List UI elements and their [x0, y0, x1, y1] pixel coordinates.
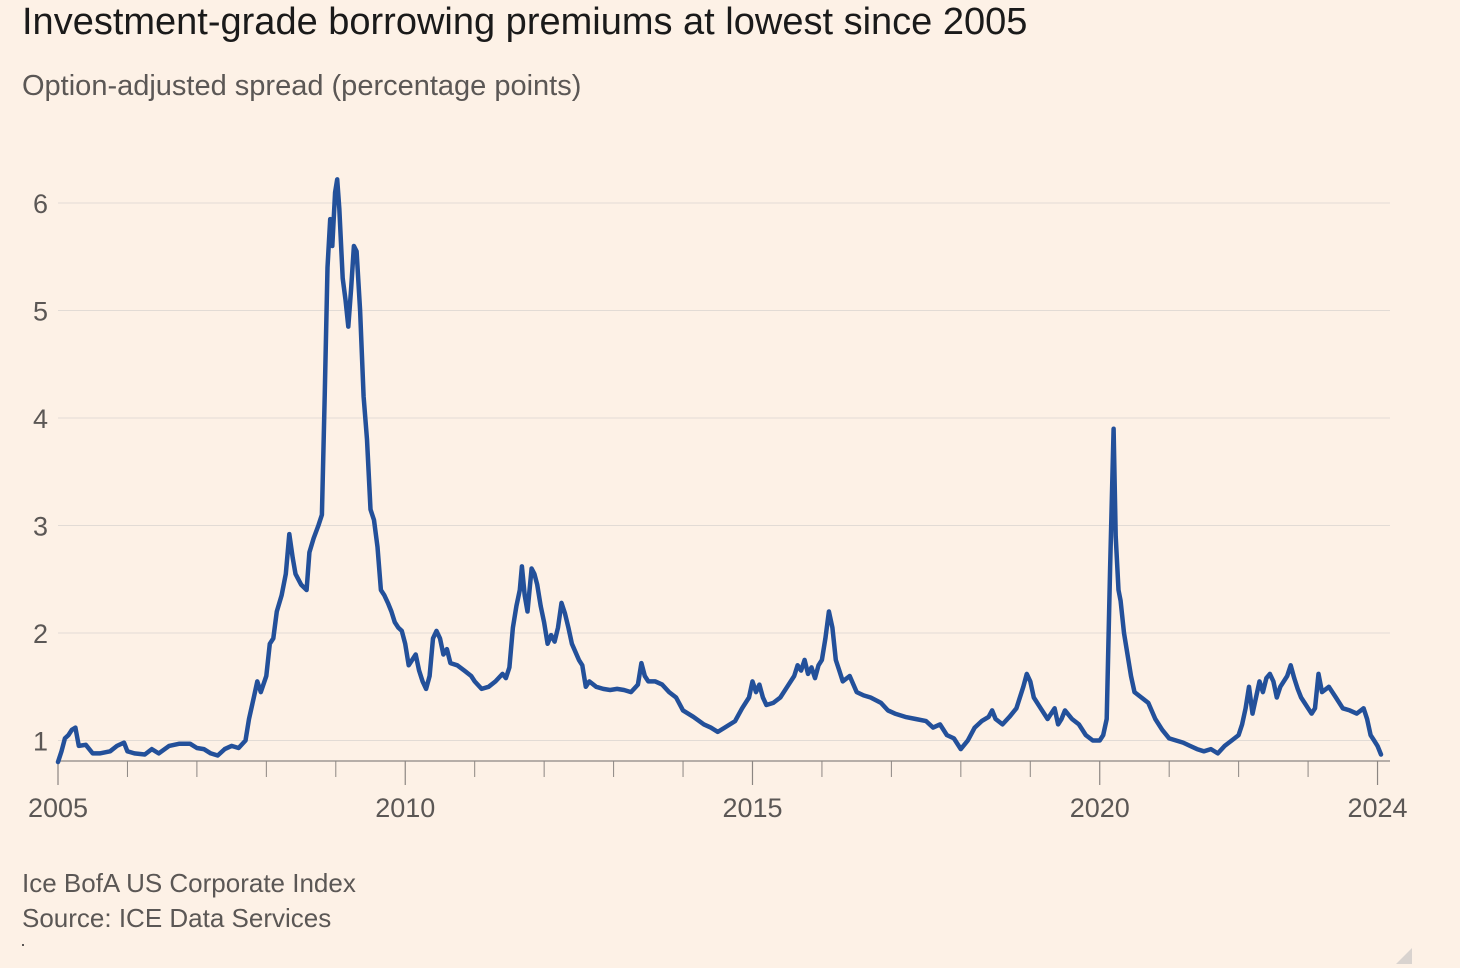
series-line: [55, 177, 1384, 765]
source-note: Source: ICE Data Services: [22, 903, 332, 933]
x-tick-label: 2015: [722, 793, 782, 823]
marker-dot: [22, 944, 24, 946]
resize-handle-icon[interactable]: [1396, 948, 1412, 964]
y-grid: 1 2 3 4 5 6: [33, 189, 1390, 757]
x-tick-label: 2010: [375, 793, 435, 823]
chart-title: Investment-grade borrowing premiums at l…: [22, 1, 1028, 43]
y-tick-label: 5: [33, 297, 48, 327]
x-tick-label: 2005: [28, 793, 88, 823]
x-tick-label: 2024: [1347, 793, 1407, 823]
y-tick-label: 6: [33, 189, 48, 219]
y-tick-label: 4: [33, 404, 48, 434]
series-layer: [55, 177, 1384, 765]
x-tick-label: 2020: [1070, 793, 1130, 823]
y-tick-label: 2: [33, 619, 48, 649]
y-tick-label: 1: [33, 727, 48, 757]
footnote: Ice BofA US Corporate Index: [22, 868, 356, 898]
chart-subtitle: Option-adjusted spread (percentage point…: [22, 70, 582, 102]
y-tick-label: 3: [33, 512, 48, 542]
x-axis: 2005 2010 2015 2020 2024: [28, 760, 1408, 823]
